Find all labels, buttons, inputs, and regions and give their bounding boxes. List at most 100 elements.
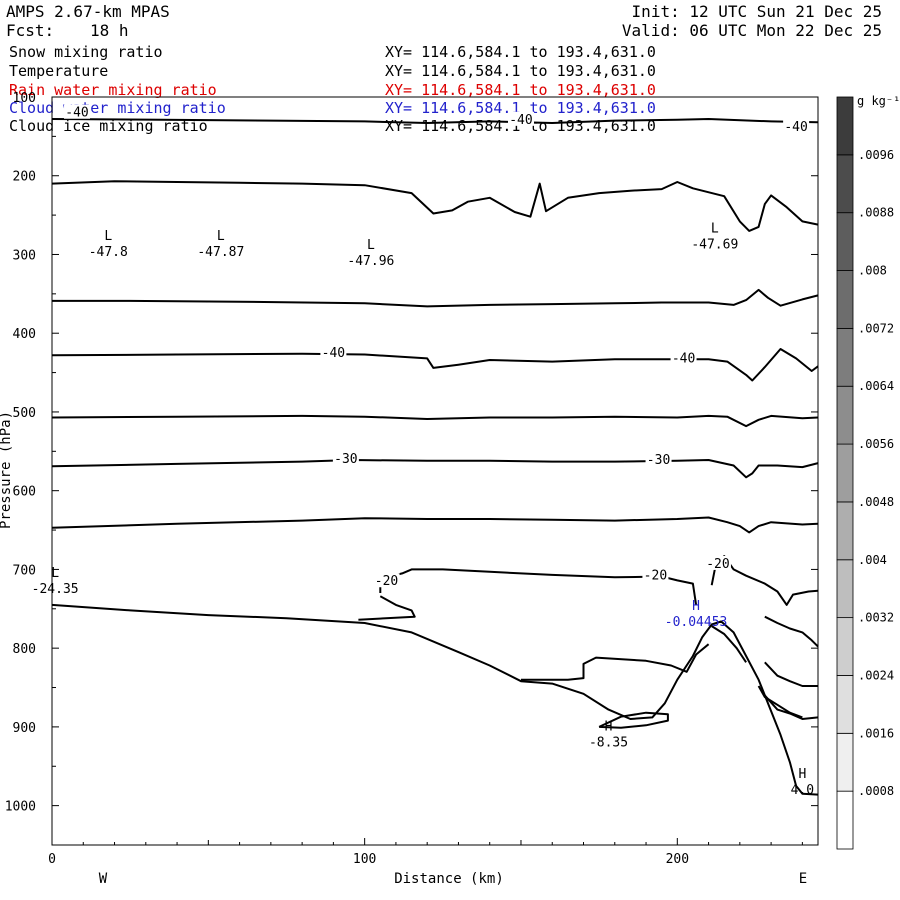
x-tick-label: 0 <box>48 852 56 867</box>
contour-label: -40 <box>784 120 807 135</box>
extremum-value: -47.8 <box>89 245 128 260</box>
colorbar-tick-label: .004 <box>858 553 887 567</box>
y-axis: 100 200 300 400 500 600 700 800 900 1000 <box>5 91 818 846</box>
extremum-value: -47.96 <box>347 254 394 269</box>
extremum-mark-h: H <box>798 767 806 782</box>
extremum-value: -8.35 <box>589 736 628 751</box>
colorbar-tick-label: .0056 <box>858 437 894 451</box>
y-tick-label: 400 <box>13 327 36 342</box>
contour-label: -40 <box>672 351 695 366</box>
extremum-value: -47.69 <box>691 237 738 252</box>
colorbar-unit: g kg⁻¹ <box>857 94 900 108</box>
contour-isotherm-n <box>51 603 819 796</box>
colorbar-segment <box>836 501 854 561</box>
isotherm-contours <box>51 118 819 796</box>
field-range-temperature: XY= 114.6,584.1 to 193.4,631.0 <box>385 62 656 80</box>
field-label-temperature: Temperature <box>9 62 109 80</box>
x-axis-east: E <box>799 871 807 887</box>
extrema-markers: L-47.8L-47.87 L-47.96L-47.69L-24.35H-8.35… <box>32 221 814 798</box>
contour-label: -20 <box>375 574 398 589</box>
field-range-snow: XY= 114.6,584.1 to 193.4,631.0 <box>385 43 656 61</box>
contour-isotherm-l <box>764 661 818 687</box>
contour-isotherm-h-lower <box>358 595 416 621</box>
colorbar-segment <box>836 617 854 676</box>
valid-time: Valid: 06 UTC Mon 22 Dec 25 <box>621 21 882 40</box>
colorbar-tick-label: .0088 <box>858 206 894 220</box>
colorbar-tick-label: .0096 <box>858 148 894 162</box>
contour-label: -40 <box>65 106 88 121</box>
y-tick-label: 700 <box>13 563 36 578</box>
contour-isotherm-f <box>51 459 819 479</box>
y-tick-label: 500 <box>13 406 36 421</box>
contour-isotherm-o <box>711 625 747 663</box>
contour-label-bg <box>320 344 347 359</box>
contour-label-bg <box>332 451 359 466</box>
contour-label: -40 <box>509 113 532 128</box>
contour-label: -30 <box>334 452 357 467</box>
contour-label-bg <box>642 567 669 582</box>
contour-label: -20 <box>644 569 667 584</box>
plot-frame <box>51 96 819 846</box>
contour-isotherm-a <box>51 118 819 124</box>
colorbar-tick-label: .0032 <box>858 611 894 625</box>
y-tick-label: 600 <box>13 485 36 500</box>
extremum-value: -24.35 <box>32 582 79 597</box>
contour-label: -20 <box>706 557 729 572</box>
extremum-mark-h: H <box>605 720 613 735</box>
colorbar-tick-label: .0024 <box>858 668 894 682</box>
extremum-mark-l: L <box>104 229 112 244</box>
colorbar-tick-label: .0016 <box>858 726 894 740</box>
y-axis-label: Pressure (hPa) <box>0 411 14 529</box>
contour-isotherm-e <box>51 414 819 428</box>
contour-label-bg <box>704 555 731 570</box>
colorbar-tick-label: .0008 <box>858 784 894 798</box>
contour-label-bg <box>373 573 400 588</box>
colorbar-segment <box>836 443 854 503</box>
colorbar-segment <box>836 270 854 329</box>
contour-isotherm-c <box>52 288 819 308</box>
contour-isotherm-d <box>51 348 819 382</box>
extremum-mark-h: H <box>692 599 700 614</box>
y-tick-label: 1000 <box>5 800 36 815</box>
contour-label-bg <box>507 111 534 126</box>
x-tick-label: 200 <box>666 852 689 867</box>
forecast-value: 18 h <box>90 21 129 40</box>
contour-label: -30 <box>647 453 670 468</box>
colorbar: .0008 .0016 .0024 .0032 .004 .0048 .0056 .0064.… <box>836 96 894 850</box>
extremum-mark-l: L <box>367 238 375 253</box>
y-tick-label: 200 <box>13 170 36 185</box>
contour-isotherm-p <box>757 685 803 719</box>
colorbar-segment <box>836 559 854 619</box>
colorbar-tick-label: .0048 <box>858 495 894 509</box>
contour-label: -40 <box>322 346 345 361</box>
extremum-mark-l: L <box>217 229 225 244</box>
field-label-rain: Rain water mixing ratio <box>9 81 217 99</box>
contour-isotherm-n-trough <box>598 711 669 729</box>
contour-label-bg <box>645 451 672 466</box>
field-label-cloud-ice: Cloud ice mixing ratio <box>9 117 208 135</box>
colorbar-segment <box>836 732 854 792</box>
colorbar-segment <box>836 675 854 734</box>
extremum-value: -47.87 <box>197 245 244 260</box>
field-label-snow: Snow mixing ratio <box>9 43 163 61</box>
y-tick-label: 100 <box>13 91 36 106</box>
colorbar-tick-label: .008 <box>858 264 887 278</box>
forecast-label: Fcst: <box>6 21 55 40</box>
contour-labels: -40 -40 -40 -40 -40 -30 -30 -20 -20 -20 <box>64 104 810 589</box>
contour-label-bg <box>64 104 91 119</box>
model-name: AMPS 2.67-km MPAS <box>6 2 170 21</box>
colorbar-segment <box>836 212 854 271</box>
extremum-mark-l: L <box>711 221 719 236</box>
init-time: Init: 12 UTC Sun 21 Dec 25 <box>631 2 882 21</box>
contour-isotherm-k <box>764 615 819 648</box>
colorbar-segment <box>836 154 854 214</box>
contour-label-bg <box>670 350 697 365</box>
contour-isotherm-g <box>51 516 819 534</box>
extremum-mark-l: L <box>51 566 59 581</box>
colorbar-tick-label: .0072 <box>858 321 894 335</box>
y-tick-label: 900 <box>13 721 36 736</box>
y-tick-label: 300 <box>13 248 36 263</box>
field-range-rain: XY= 114.6,584.1 to 193.4,631.0 <box>385 81 656 99</box>
extremum-value: -0.04453 <box>665 615 728 630</box>
